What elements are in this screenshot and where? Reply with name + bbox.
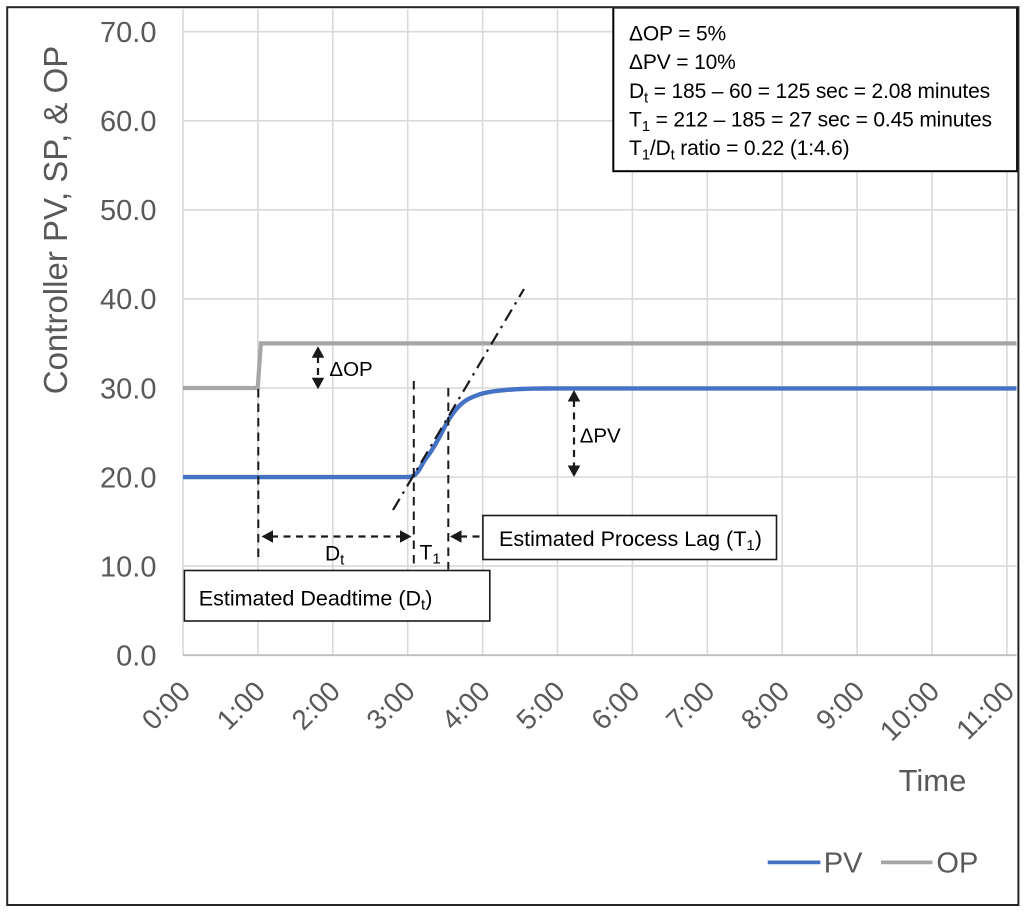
svg-text:Estimated Deadtime (Dt): Estimated Deadtime (Dt)	[199, 587, 433, 614]
svg-text:OP: OP	[936, 848, 978, 880]
svg-text:T1 = 212 – 185 = 27 sec = 0.45: T1 = 212 – 185 = 27 sec = 0.45 minutes	[629, 109, 992, 136]
svg-text:ΔOP = 5%: ΔOP = 5%	[629, 23, 726, 46]
svg-text:10.0: 10.0	[100, 551, 156, 583]
svg-text:Dt = 185 – 60 = 125 sec = 2.08: Dt = 185 – 60 = 125 sec = 2.08 minutes	[629, 80, 990, 107]
svg-text:Controller PV, SP, & OP: Controller PV, SP, & OP	[37, 46, 74, 395]
svg-text:50.0: 50.0	[100, 195, 156, 227]
svg-text:70.0: 70.0	[100, 17, 156, 49]
svg-text:60.0: 60.0	[100, 106, 156, 138]
svg-text:30.0: 30.0	[100, 373, 156, 405]
svg-text:PV: PV	[824, 848, 863, 880]
svg-text:20.0: 20.0	[100, 462, 156, 494]
svg-text:0.0: 0.0	[116, 641, 156, 673]
svg-text:Time: Time	[899, 763, 967, 798]
svg-text:Estimated Process Lag (T1): Estimated Process Lag (T1)	[499, 527, 762, 554]
svg-text:T1/Dt ratio = 0.22 (1:4.6): T1/Dt ratio = 0.22 (1:4.6)	[629, 137, 850, 164]
svg-text:ΔPV: ΔPV	[580, 425, 621, 448]
svg-text:Dt: Dt	[325, 543, 345, 569]
svg-text:ΔOP: ΔOP	[329, 358, 372, 381]
svg-text:40.0: 40.0	[100, 284, 156, 316]
svg-text:ΔPV = 10%: ΔPV = 10%	[629, 51, 736, 74]
